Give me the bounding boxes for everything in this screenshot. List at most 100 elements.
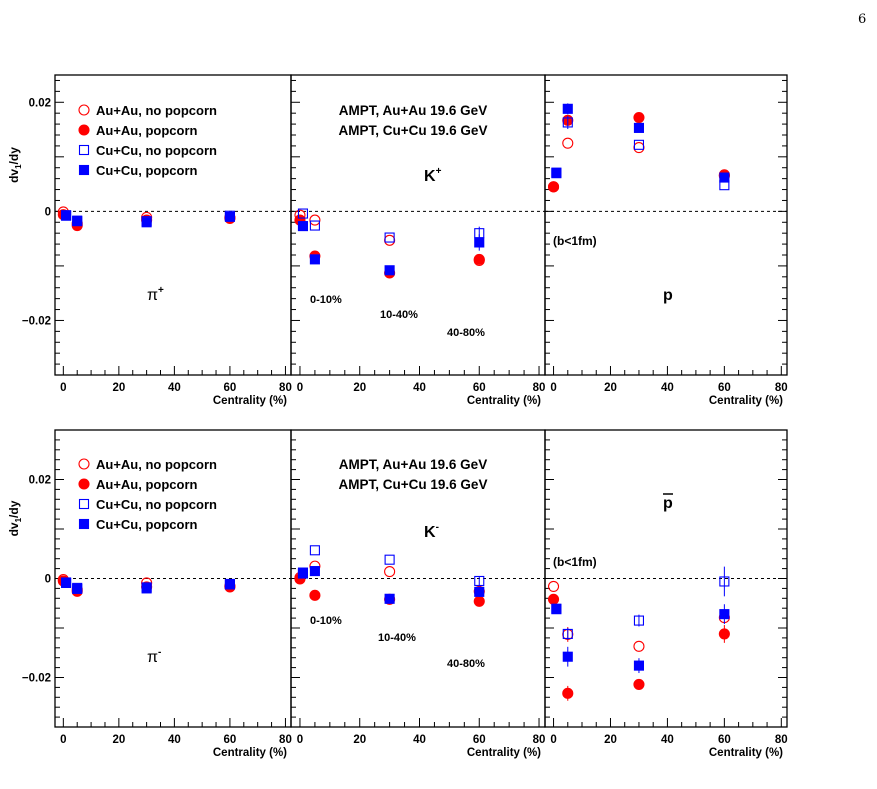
panel-frame <box>54 74 292 376</box>
legend-entry: Cu+Cu, no popcorn <box>96 497 217 512</box>
data-point <box>551 604 562 615</box>
centrality-label: 0-10% <box>310 615 342 627</box>
x-tick-label: 40 <box>413 734 426 746</box>
x-tick-label: 60 <box>473 734 486 746</box>
legend-marker <box>78 518 90 530</box>
legend-entry: Cu+Cu, no popcorn <box>96 143 217 158</box>
data-point <box>61 210 72 221</box>
y-tick-label: 0 <box>45 206 51 218</box>
data-point <box>547 593 560 605</box>
data-point <box>309 214 321 226</box>
x-tick-label: 20 <box>353 382 366 394</box>
data-point <box>474 575 485 587</box>
data-point <box>633 139 645 150</box>
x-tick-label: 60 <box>473 382 486 394</box>
data-point <box>547 181 560 193</box>
x-tick-label: 80 <box>279 734 292 746</box>
x-tick-label: 80 <box>533 382 546 394</box>
legend-marker <box>78 104 90 116</box>
legend-entry: Au+Au, popcorn <box>96 123 198 138</box>
centrality-label: 0-10% <box>310 294 342 306</box>
legend-entry: Cu+Cu, popcorn <box>96 163 198 178</box>
x-tick-label: 80 <box>533 734 546 746</box>
impact-label: (b<1fm) <box>553 555 597 569</box>
x-tick-label: 40 <box>413 382 426 394</box>
particle-label: K- <box>424 522 439 541</box>
data-point <box>309 254 320 265</box>
data-point <box>309 589 321 601</box>
data-point <box>384 265 395 276</box>
x-tick-label: 40 <box>661 382 674 394</box>
particle-label: π+ <box>147 285 164 304</box>
x-tick-label: 20 <box>604 382 617 394</box>
y-tick-label: 0.02 <box>29 97 51 109</box>
x-tick-label: 20 <box>112 382 125 394</box>
legend-entry: Au+Au, no popcorn <box>96 103 217 118</box>
x-tick-label: 60 <box>224 734 237 746</box>
x-tick-label: 40 <box>661 734 674 746</box>
legend-marker <box>78 498 90 510</box>
centrality-label: 40-80% <box>447 327 485 339</box>
x-tick-label: 60 <box>718 734 731 746</box>
data-point <box>474 237 485 248</box>
model-label: AMPT, Cu+Cu 19.6 GeV <box>339 123 488 138</box>
impact-label: (b<1fm) <box>553 234 597 248</box>
data-point <box>72 216 83 227</box>
particle-label: π- <box>147 647 161 666</box>
x-tick-label: 40 <box>168 382 181 394</box>
data-point <box>384 234 396 246</box>
x-tick-label: 20 <box>604 734 617 746</box>
x-tick-label: 20 <box>112 734 125 746</box>
particle-label: p <box>663 287 673 304</box>
x-tick-label: 0 <box>60 382 66 394</box>
data-point <box>633 111 645 124</box>
data-point <box>547 580 560 592</box>
x-tick-label: 40 <box>168 734 181 746</box>
legend-marker <box>78 144 90 156</box>
x-tick-label: 0 <box>550 382 556 394</box>
x-axis-label: Centrality (%) <box>213 747 287 759</box>
x-axis-label: Centrality (%) <box>213 395 287 407</box>
x-tick-label: 0 <box>60 734 66 746</box>
data-point <box>633 660 645 671</box>
x-tick-label: 60 <box>718 382 731 394</box>
page-number: 6 <box>858 12 867 27</box>
x-tick-label: 0 <box>297 734 303 746</box>
legend-marker <box>78 164 90 176</box>
data-point <box>384 593 395 604</box>
data-point <box>141 217 152 228</box>
centrality-label: 10-40% <box>378 632 416 644</box>
y-axis-label: dv1/dy <box>7 500 23 536</box>
legend-marker <box>78 124 90 136</box>
data-point <box>474 586 485 597</box>
data-point <box>309 220 320 231</box>
data-point <box>297 567 309 578</box>
data-point <box>633 122 645 133</box>
data-point <box>562 651 573 662</box>
data-point <box>562 103 573 114</box>
x-tick-label: 0 <box>550 734 556 746</box>
particle-label: K+ <box>424 166 442 185</box>
legend-marker <box>78 478 90 490</box>
data-point <box>562 117 573 128</box>
data-point <box>633 640 645 652</box>
data-point <box>562 687 574 699</box>
data-point <box>224 211 235 222</box>
data-point <box>551 167 562 178</box>
data-point <box>633 141 645 154</box>
x-axis-label: Centrality (%) <box>709 395 783 407</box>
legend-entry: Cu+Cu, popcorn <box>96 517 198 532</box>
model-label: AMPT, Au+Au 19.6 GeV <box>339 103 487 118</box>
centrality-label: 10-40% <box>380 309 418 321</box>
centrality-label: 40-80% <box>447 658 485 670</box>
data-point <box>72 583 83 594</box>
y-tick-label: −0.02 <box>22 315 51 327</box>
x-tick-label: 0 <box>297 382 303 394</box>
data-point <box>384 554 395 565</box>
